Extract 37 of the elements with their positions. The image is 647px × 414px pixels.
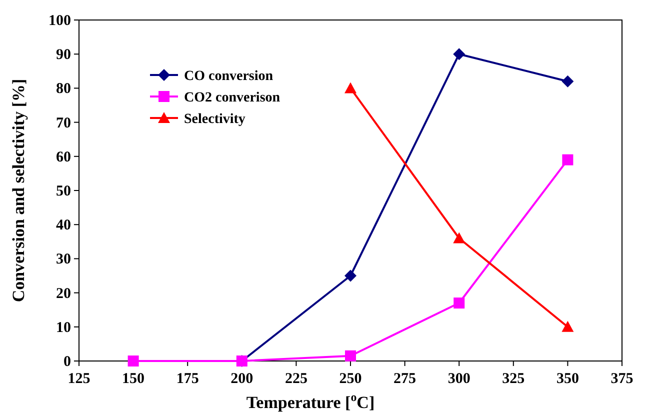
- y-tick-label: 50: [56, 184, 71, 200]
- point: [344, 82, 356, 94]
- point: [453, 232, 466, 244]
- y-tick-label: 90: [56, 47, 71, 64]
- x-tick-label: 375: [610, 371, 634, 387]
- x-axis-title: Temperature [$^{o}$C]: [246, 390, 375, 412]
- y-tick-label: 0: [64, 354, 71, 370]
- legend-label: CO2 converison: [184, 90, 280, 106]
- y-tick-label: 40: [56, 218, 71, 234]
- legend-label: Selectivity: [184, 112, 246, 127]
- point: [562, 75, 574, 88]
- x-tick-label: 250: [339, 371, 362, 387]
- y-tick-label: 100: [48, 13, 71, 29]
- x-tick-label: 150: [122, 371, 145, 387]
- y-tick-label: 20: [56, 286, 71, 302]
- point: [344, 270, 356, 282]
- y-axis-title: Conversion and selectivity [%]: [9, 78, 28, 302]
- x-tick-label: 200: [230, 371, 254, 387]
- y-tick-label: 80: [56, 81, 71, 98]
- y-tick-label: 10: [56, 320, 71, 336]
- x-tick-label: 225: [284, 371, 308, 387]
- x-tick-label: 175: [176, 371, 199, 387]
- point: [345, 350, 356, 362]
- y-tick-label: 60: [56, 149, 71, 166]
- x-tick-label: 350: [556, 371, 579, 387]
- point: [453, 48, 466, 60]
- x-tick-label: 275: [394, 371, 416, 387]
- point: [562, 320, 574, 332]
- x-tick-label: 325: [502, 371, 525, 387]
- y-tick-label: 70: [56, 115, 71, 132]
- y-tick-label: 30: [56, 252, 71, 268]
- x-tick-label: 125: [68, 371, 90, 387]
- legend-label: CO conversion: [184, 69, 274, 84]
- point: [562, 154, 574, 166]
- point: [454, 298, 465, 309]
- point: [128, 356, 139, 366]
- x-tick-label: 300: [448, 371, 470, 387]
